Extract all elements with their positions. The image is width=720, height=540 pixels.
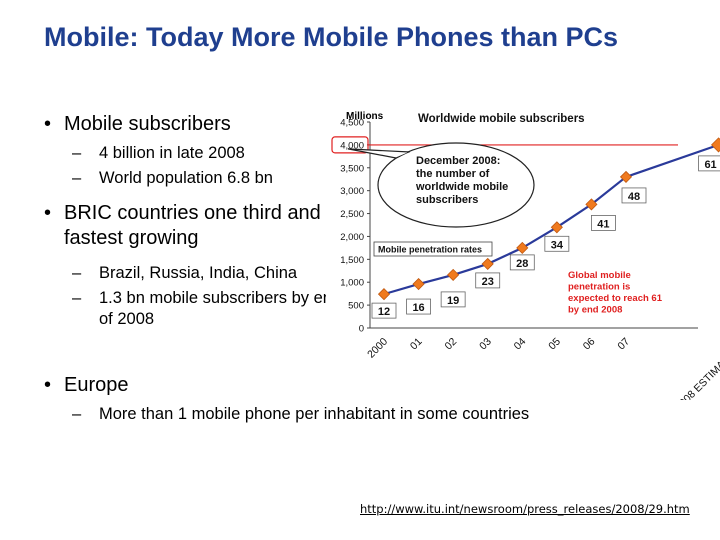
series-marker [550, 221, 563, 234]
rate-label-box [544, 235, 570, 252]
dash-glyph: – [72, 144, 82, 162]
chart-title: Worldwide mobile subscribers [418, 113, 585, 125]
series-marker [585, 198, 598, 211]
y-tick-label: 2,000 [340, 232, 364, 243]
rate-label-box [591, 215, 616, 231]
y-tick-label: 3,000 [340, 186, 364, 197]
rate-label: 23 [482, 276, 494, 288]
bullet-text: Europe [64, 374, 129, 396]
series-marker [619, 170, 633, 183]
rate-label: 19 [447, 295, 459, 307]
sub-bullet-text: Brazil, Russia, India, China [99, 264, 298, 282]
estimate-note-text: Global mobile [568, 270, 631, 281]
estimate-note-text: by end 2008 [568, 305, 622, 316]
dash-glyph: – [72, 169, 82, 187]
y-tick-label: 1,500 [340, 255, 364, 266]
y-tick-label: 4,000 [340, 140, 364, 151]
penetration-legend-box [373, 241, 493, 257]
bullet-mobile-subscribers: • Mobile subscribers [44, 112, 344, 137]
sub-bullet-text: World population 6.8 bn [99, 169, 273, 187]
subscribers-chart: Millions Worldwide mobile subscribers 0 5… [326, 100, 720, 413]
callout-text: worldwide mobile [415, 181, 508, 193]
series-marker [447, 268, 460, 281]
y-tick-label: 3,500 [340, 163, 364, 174]
sub-bullet-text: More than 1 mobile phone per inhabitant … [99, 405, 530, 423]
bullet-text: Mobile subscribers [64, 113, 231, 135]
rate-label: 41 [597, 218, 609, 230]
dash-glyph: – [72, 289, 82, 307]
callout-text: subscribers [416, 194, 478, 206]
rate-label-box [371, 302, 397, 319]
series-marker [377, 288, 391, 301]
dash-glyph: – [72, 264, 82, 282]
rate-label: 12 [378, 306, 390, 318]
rate-label-box [698, 155, 720, 172]
estimate-note-text: penetration is [568, 282, 630, 293]
rate-label: 34 [551, 239, 564, 251]
source-url-link[interactable]: http://www.itu.int/newsroom/press_releas… [360, 502, 690, 516]
slide-title: Mobile: Today More Mobile Phones than PC… [44, 22, 619, 52]
y-tick-label: 1,000 [340, 278, 364, 289]
y-tick-label: 4,500 [340, 118, 364, 129]
chart-svg: Millions Worldwide mobile subscribers 0 5… [326, 100, 720, 413]
estimate-note-text: expected to reach 61 [568, 293, 663, 304]
sub-bullet: – World population 6.8 bn [44, 168, 344, 189]
callout-tail [347, 148, 411, 159]
bullet-glyph: • [44, 374, 52, 396]
callout-fill [379, 144, 533, 226]
series-marker [711, 137, 720, 153]
rate-label: 48 [628, 191, 640, 203]
y-tick-label: 0 [359, 324, 364, 335]
callout-text: December 2008: [416, 155, 500, 167]
y-tick-label: 500 [348, 301, 364, 312]
bullet-list: • Mobile subscribers – 4 billion in late… [44, 112, 344, 334]
bullet-text: BRIC countries one third and fastest gro… [64, 202, 321, 249]
sub-bullet-text: 4 billion in late 2008 [99, 144, 245, 162]
rate-label: 16 [412, 302, 424, 314]
rate-label-box [509, 254, 535, 271]
bullet-glyph: • [44, 202, 52, 224]
sub-bullet: – Brazil, Russia, India, China [44, 263, 344, 284]
series-marker [412, 277, 425, 291]
rate-label-box [475, 272, 501, 289]
rate-label-box [406, 298, 431, 315]
bullet-europe: • Europe – More than 1 mobile phone per … [44, 373, 684, 429]
y-tick-label: 2,500 [340, 209, 364, 220]
dash-glyph: – [72, 405, 82, 423]
sub-bullet: – 1.3 bn mobile subscribers by end of 20… [44, 288, 344, 330]
bullet-glyph: • [44, 113, 52, 135]
sub-bullet: – More than 1 mobile phone per inhabitan… [44, 404, 684, 425]
bullet-bric: • BRIC countries one third and fastest g… [44, 201, 344, 251]
callout-text: the number of [416, 168, 490, 180]
rate-label-box [440, 291, 466, 308]
rate-label: 61 [704, 159, 716, 171]
bullet-europe-item: • Europe [44, 373, 684, 398]
sub-bullet: – 4 billion in late 2008 [44, 143, 344, 164]
sub-bullet-text: 1.3 bn mobile subscribers by end of 2008 [99, 289, 342, 328]
series-marker [516, 241, 529, 254]
rate-label-box [621, 187, 647, 204]
y-axis-label: Millions [346, 111, 384, 122]
rate-label: 28 [516, 258, 528, 270]
series-marker [481, 257, 494, 270]
penetration-legend-label: Mobile penetration rates [378, 245, 482, 255]
